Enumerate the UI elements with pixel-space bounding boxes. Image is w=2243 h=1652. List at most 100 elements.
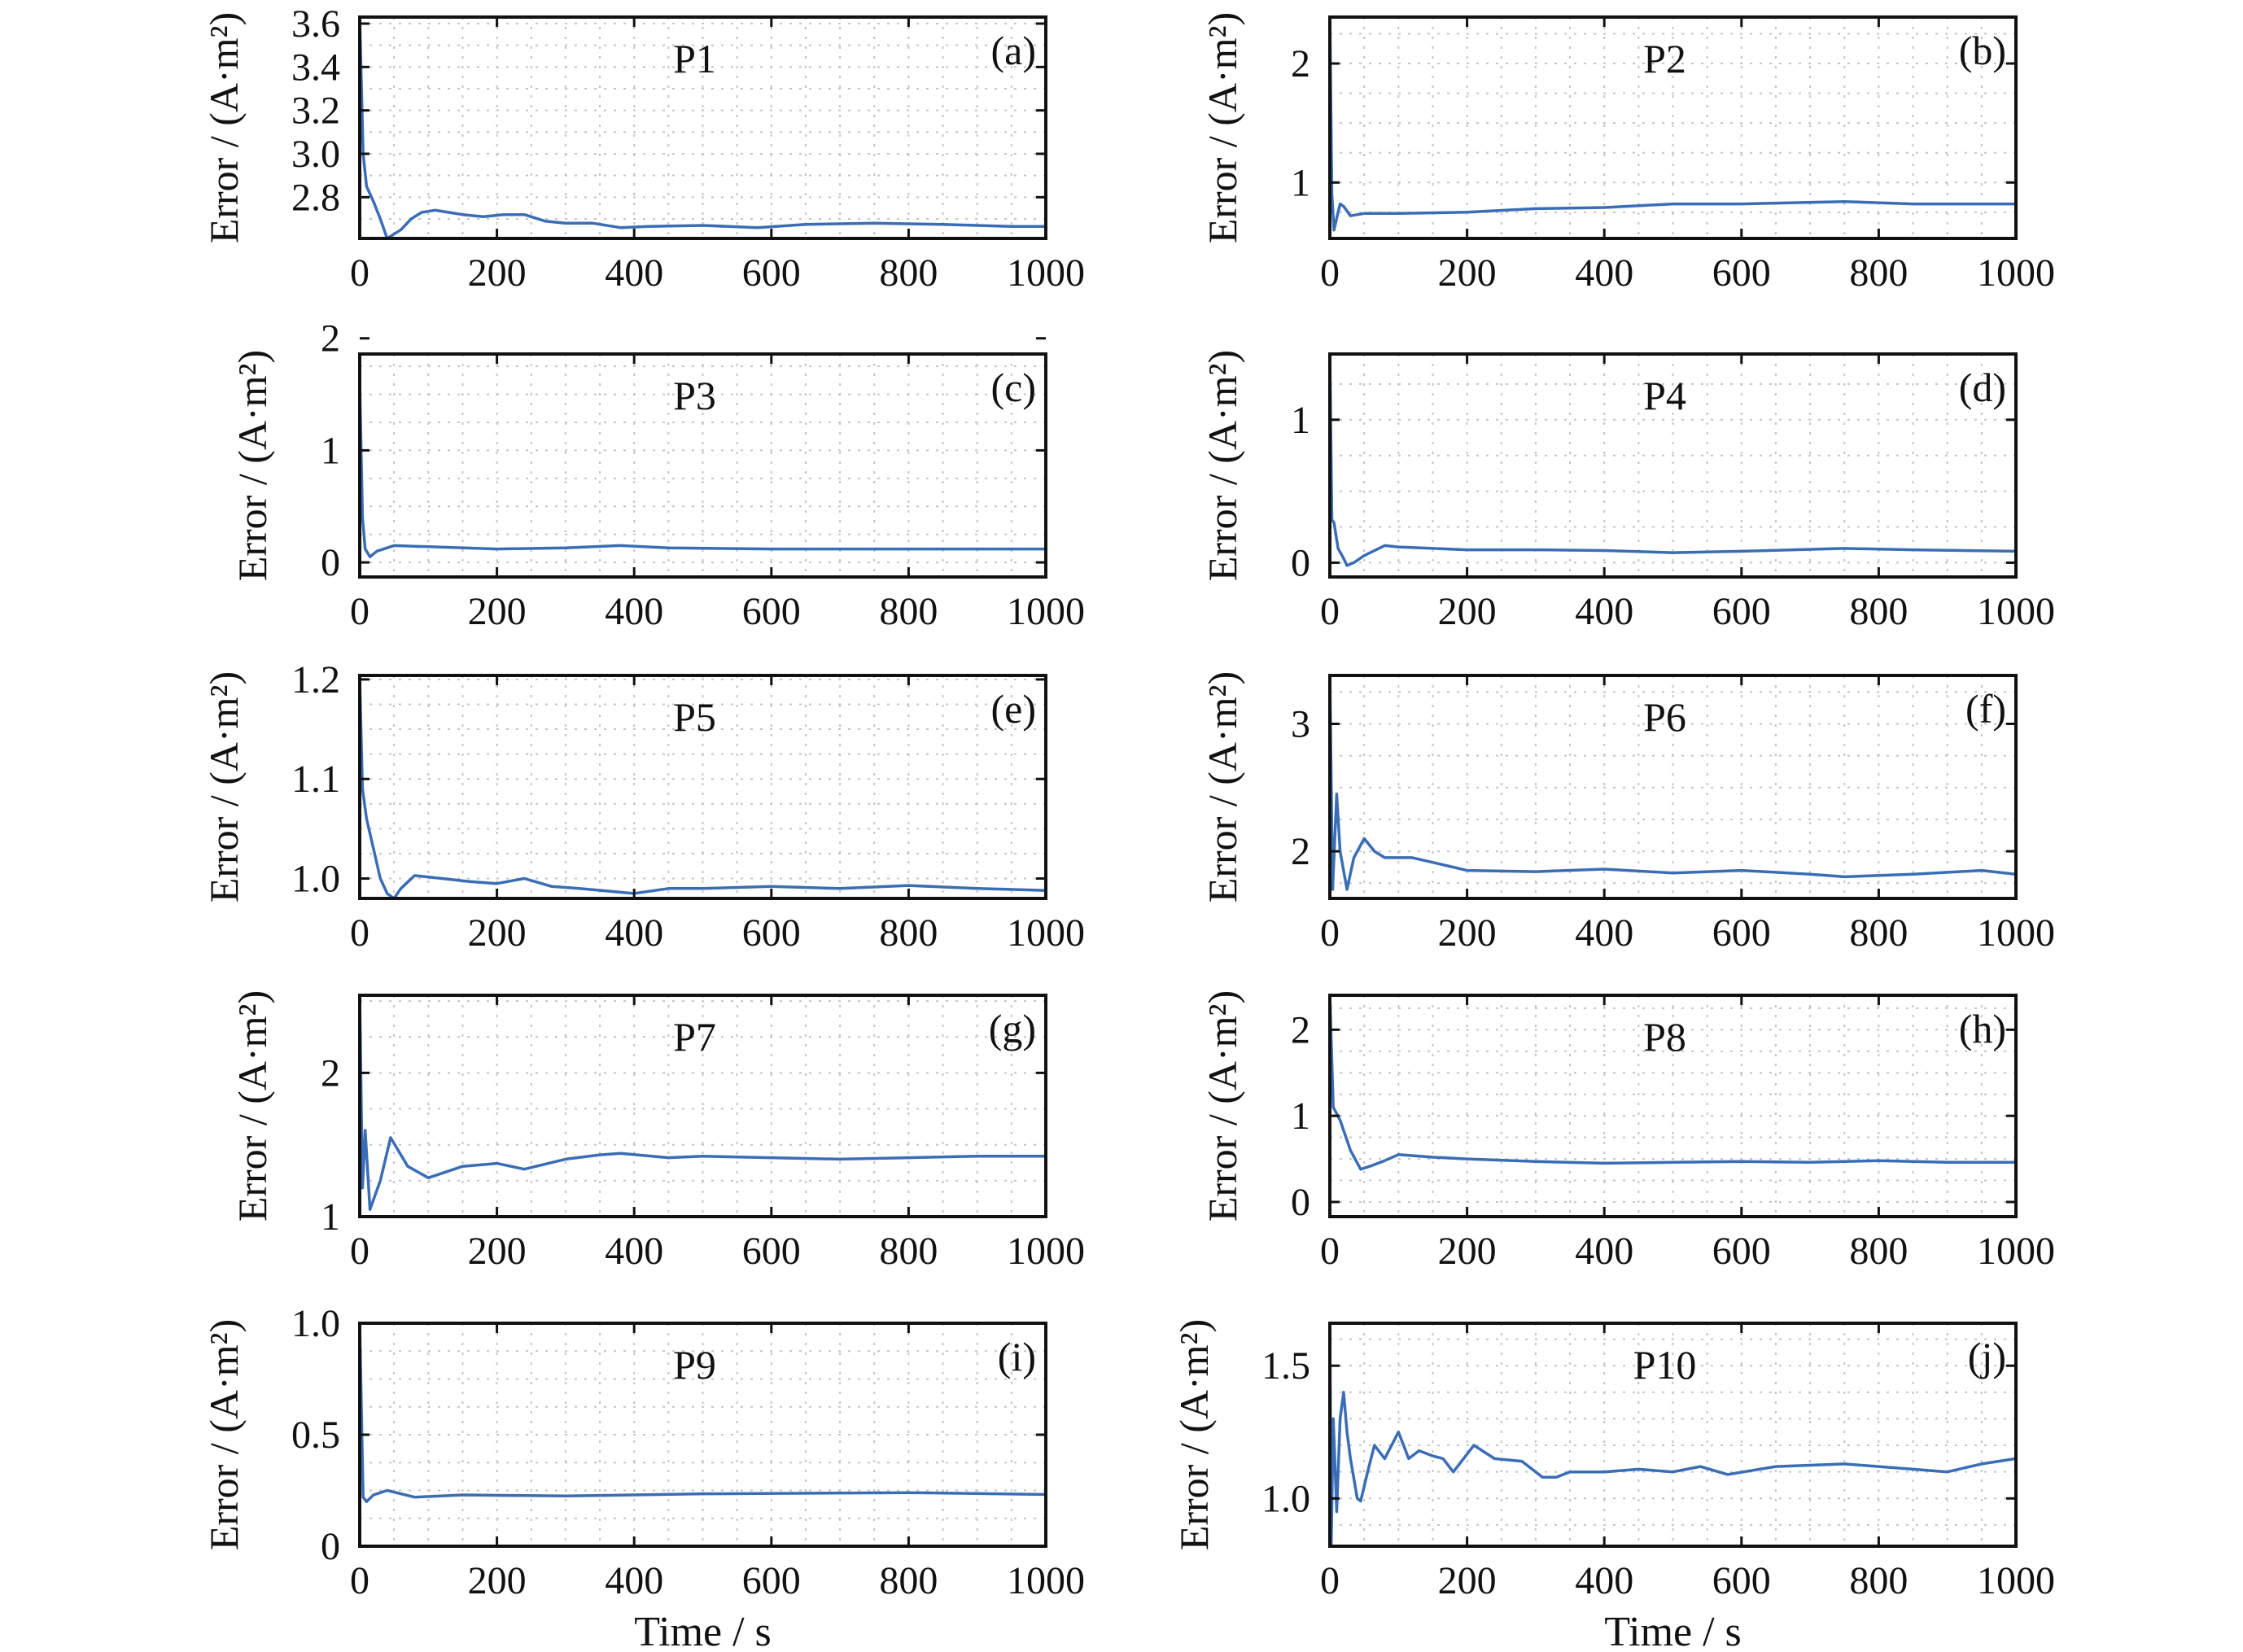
y-tick-label: 0.5: [291, 1414, 340, 1457]
y-axis-label: Error / (A·m²): [201, 12, 247, 243]
x-tick-label: 400: [605, 1559, 663, 1602]
subplot-h: 0 200 400 600 800 1000 0 1 2 Error / (A·m²) P8 (h): [1200, 990, 2055, 1273]
x-tick-label: 400: [605, 590, 663, 633]
subplot-d: 0 200 400 600 800 1000 0 1 Error / (A·m²) P4 (d): [1200, 350, 2055, 633]
y-tick-label: 2: [1291, 1008, 1310, 1051]
x-tick-label: 400: [1575, 1559, 1633, 1602]
y-tick-label: 1: [1291, 399, 1310, 442]
x-tick-label: 200: [468, 1559, 527, 1602]
series-line: [1330, 675, 2016, 891]
subplot-a: 0 200 400 600 800 1000 2.83.03.23.43.6 Error / …: [201, 2, 1085, 295]
y-tick-label: 1: [321, 429, 340, 472]
x-tick-label: 400: [1575, 590, 1633, 633]
subplot-title: P8: [1643, 1014, 1686, 1060]
x-tick-label: 800: [879, 1230, 938, 1273]
series-line: [1330, 995, 2016, 1171]
x-tick-label: 600: [742, 911, 801, 955]
x-tick-label: 600: [1712, 1559, 1771, 1602]
x-tick-label: 1000: [1007, 911, 1085, 955]
y-tick-label: 1: [321, 1195, 340, 1239]
y-tick-label: 0: [321, 1525, 340, 1568]
panel-label: (j): [1968, 1334, 2006, 1379]
x-tick-label: 0: [1320, 911, 1340, 955]
series-line: [360, 17, 1046, 238]
x-tick-label: 600: [1712, 251, 1771, 295]
x-axis-label: Time / s: [1604, 1609, 1742, 1652]
panel-label: (f): [1965, 686, 2006, 732]
x-tick-label: 800: [1849, 1559, 1908, 1602]
x-tick-label: 1000: [1977, 911, 2055, 955]
x-tick-label: 0: [350, 251, 369, 295]
series-line: [360, 1323, 1046, 1503]
x-tick-label: 600: [742, 590, 801, 633]
axes-frame: [1328, 15, 2018, 240]
y-tick-label: 1.1: [291, 758, 340, 801]
x-tick-label: 600: [1712, 590, 1771, 633]
series-line: [360, 382, 1046, 558]
x-tick-label: 0: [350, 1230, 369, 1273]
panel-label: (i): [998, 1334, 1036, 1379]
x-tick-label: 400: [1575, 1230, 1633, 1273]
subplot-title: P4: [1643, 373, 1686, 418]
x-tick-label: 200: [1438, 251, 1497, 295]
subplot-title: P3: [673, 373, 716, 418]
x-tick-label: 1000: [1007, 590, 1085, 633]
x-tick-label: 1000: [1007, 1559, 1085, 1602]
subplot-f: 0 200 400 600 800 1000 2 3 Error / (A·m²) P6 (f): [1200, 671, 2055, 955]
x-tick-label: 800: [1849, 251, 1908, 295]
subplot-i: 0 200 400 600 800 1000 0 0.5 1.0 Error / (A·m²) P9…: [201, 1302, 1085, 1652]
x-axis-label: Time / s: [634, 1609, 772, 1652]
x-tick-label: 200: [468, 1230, 527, 1273]
x-tick-label: 1000: [1007, 251, 1085, 295]
y-axis-label: Error / (A·m²): [1200, 990, 1245, 1222]
y-tick-label: 2: [321, 1051, 340, 1095]
y-tick-label: 1.2: [291, 658, 340, 701]
y-axis-label: Error / (A·m²): [1171, 1319, 1217, 1550]
panel-label: (e): [991, 686, 1037, 732]
x-tick-label: 800: [879, 251, 938, 295]
series-line: [360, 995, 1046, 1211]
x-tick-label: 400: [1575, 251, 1633, 295]
y-tick-label: 2.8: [291, 176, 340, 219]
subplot-title: P7: [673, 1014, 716, 1060]
panel-label: (a): [991, 28, 1037, 73]
subplot-c: 0 200 400 600 800 1000 0 1 2 Error / (A·m²) P3 (c): [230, 317, 1085, 633]
axes-frame: [358, 15, 1047, 240]
subplot-g: 0 200 400 600 800 1000 1 2 Error / (A·m²) P7 (g): [230, 990, 1085, 1273]
y-tick-label: 2: [321, 317, 340, 361]
series-line: [1330, 354, 2016, 567]
x-tick-label: 400: [605, 251, 663, 295]
y-axis-label: Error / (A·m²): [1200, 12, 1245, 243]
y-tick-label: 3.0: [291, 133, 340, 176]
y-tick-label: 3.4: [291, 46, 340, 89]
x-tick-label: 0: [1320, 1230, 1340, 1273]
x-tick-label: 200: [1438, 1559, 1497, 1602]
y-tick-label: 0: [1291, 541, 1310, 584]
y-tick-label: 1.0: [1261, 1477, 1310, 1520]
axes-frame: [1328, 1322, 2018, 1548]
x-tick-label: 600: [742, 1559, 801, 1602]
x-tick-label: 800: [1849, 911, 1908, 955]
y-axis-label: Error / (A·m²): [1200, 671, 1245, 902]
x-tick-label: 1000: [1977, 590, 2055, 633]
y-tick-label: 2: [1291, 830, 1310, 873]
y-tick-label: 2: [1291, 42, 1310, 85]
y-tick-label: 0: [321, 541, 340, 584]
subplot-title: P6: [1643, 694, 1686, 740]
x-tick-label: 800: [879, 590, 938, 633]
subplot-title: P2: [1643, 36, 1686, 81]
x-tick-label: 0: [350, 1559, 369, 1602]
x-tick-label: 200: [468, 251, 527, 295]
axes-frame: [358, 352, 1047, 579]
x-tick-label: 0: [1320, 590, 1340, 633]
y-tick-label: 3: [1291, 702, 1310, 745]
x-tick-label: 600: [742, 251, 801, 295]
y-tick-label: 3.2: [291, 90, 340, 133]
x-tick-label: 0: [350, 590, 369, 633]
y-axis-label: Error / (A·m²): [1200, 350, 1245, 581]
panel-label: (b): [1959, 28, 2006, 73]
y-axis-label: Error / (A·m²): [201, 671, 247, 902]
x-tick-label: 800: [879, 1559, 938, 1602]
subplot-j: 0 200 400 600 800 1000 1.0 1.5 Error / (A·m²) P10…: [1171, 1319, 2055, 1652]
subplot-title: P1: [673, 36, 716, 81]
